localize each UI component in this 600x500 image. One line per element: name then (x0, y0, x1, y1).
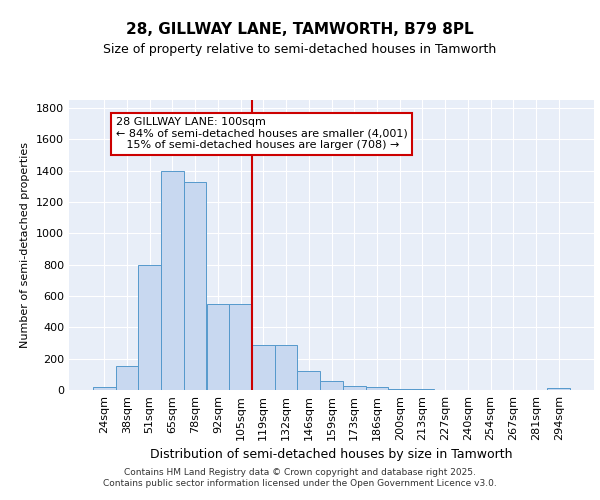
Text: 28, GILLWAY LANE, TAMWORTH, B79 8PL: 28, GILLWAY LANE, TAMWORTH, B79 8PL (126, 22, 474, 38)
Bar (206, 304, 229, 390)
Bar (161, 170, 184, 390)
X-axis label: Distribution of semi-detached houses by size in Tamworth: Distribution of semi-detached houses by … (150, 448, 513, 462)
Bar (275, 344, 298, 390)
Bar (116, 366, 139, 390)
Text: 28 GILLWAY LANE: 100sqm
← 84% of semi-detached houses are smaller (4,001)
   15%: 28 GILLWAY LANE: 100sqm ← 84% of semi-de… (116, 117, 407, 150)
Bar (252, 344, 275, 390)
Bar (298, 371, 320, 390)
Bar (229, 304, 252, 390)
Text: Size of property relative to semi-detached houses in Tamworth: Size of property relative to semi-detach… (103, 42, 497, 56)
Bar (411, 389, 434, 390)
Bar (184, 182, 206, 390)
Y-axis label: Number of semi-detached properties: Number of semi-detached properties (20, 142, 31, 348)
Bar (365, 387, 388, 390)
Bar (547, 388, 570, 390)
Bar (139, 264, 161, 390)
Bar (388, 389, 411, 390)
Bar (343, 386, 365, 390)
Text: Contains HM Land Registry data © Crown copyright and database right 2025.
Contai: Contains HM Land Registry data © Crown c… (103, 468, 497, 487)
Bar (320, 382, 343, 390)
Bar (93, 387, 116, 390)
